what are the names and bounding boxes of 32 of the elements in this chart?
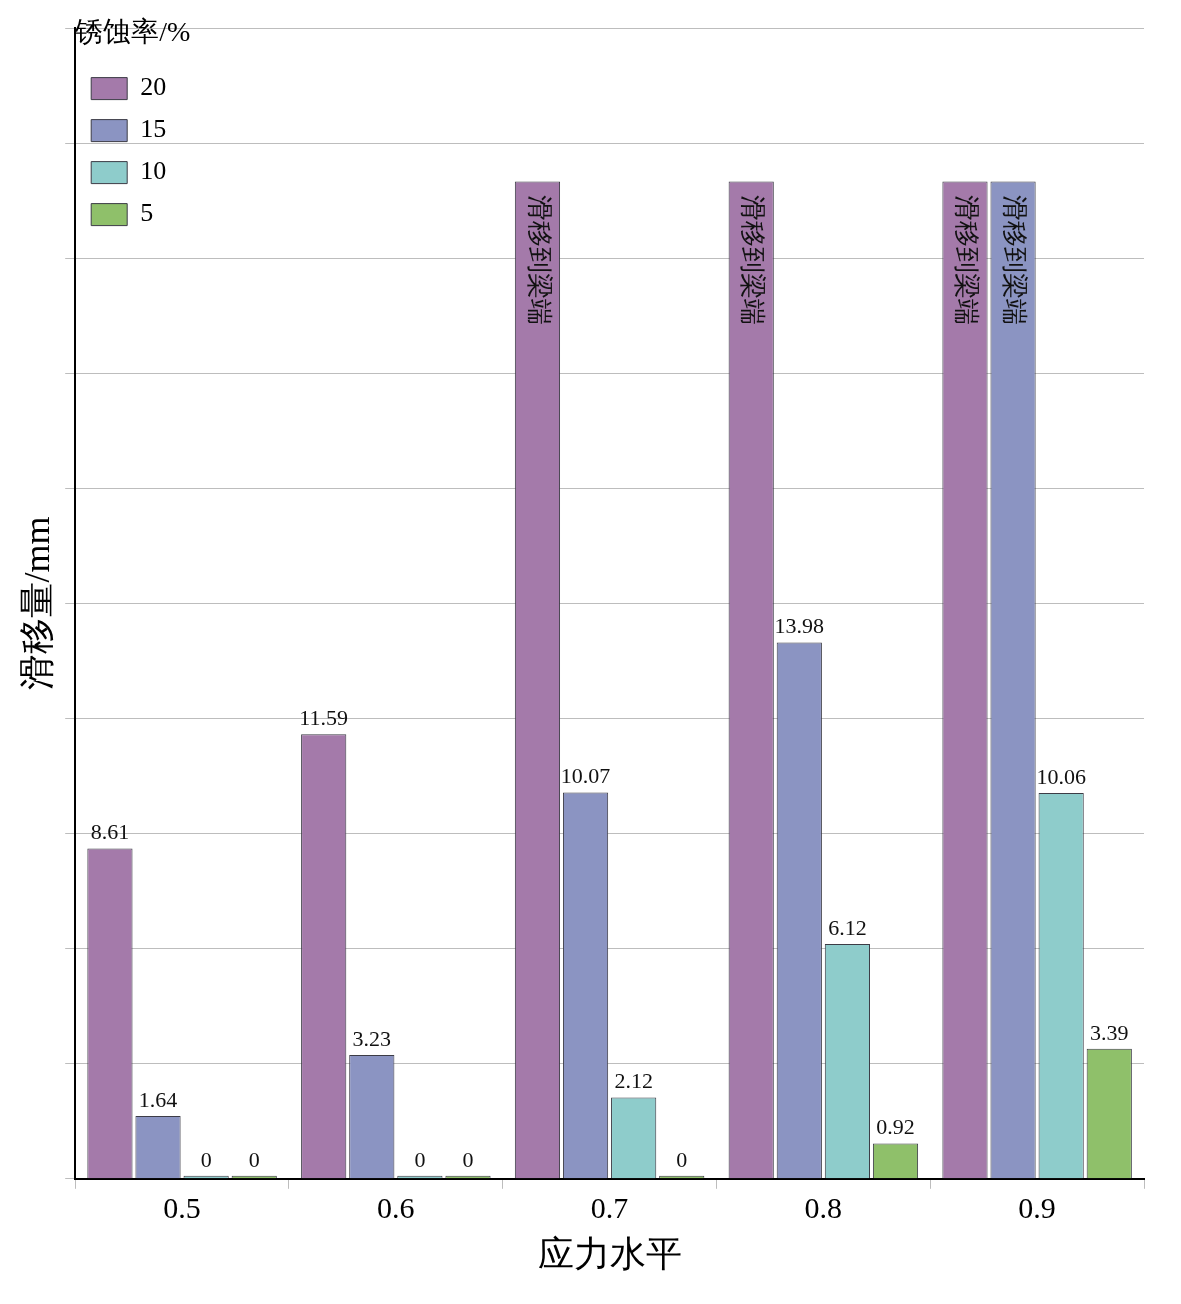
data-label: 滑移到梁端	[524, 195, 554, 326]
data-label: 3.39	[1090, 1019, 1129, 1045]
data-label: 13.98	[774, 613, 825, 639]
data-label: 0	[462, 1146, 474, 1172]
legend-label: 20	[140, 72, 167, 102]
x-tick-label: 0.7	[590, 1190, 629, 1224]
data-label: 2.12	[614, 1068, 653, 1094]
data-label: 0	[248, 1146, 260, 1172]
x-tick-label: 0.6	[377, 1190, 415, 1224]
data-label: 0	[676, 1146, 688, 1172]
data-label: 滑移到梁端	[738, 195, 768, 326]
data-label: 0.92	[876, 1114, 915, 1140]
x-tick-label: 0.5	[163, 1190, 201, 1224]
data-label: 滑移到梁端	[952, 195, 982, 326]
data-label: 6.12	[828, 914, 867, 940]
legend-label: 5	[140, 198, 154, 228]
data-label: 3.23	[352, 1025, 392, 1051]
data-label: 10.07	[560, 763, 611, 789]
legend-label: 10	[140, 156, 167, 186]
data-label: 滑移到梁端	[1000, 195, 1030, 326]
x-tick-label: 0.9	[1018, 1190, 1056, 1224]
x-axis-title: 应力水平	[537, 1233, 682, 1274]
data-label: 10.06	[1036, 763, 1086, 789]
data-label: 1.64	[138, 1086, 178, 1112]
legend-label: 15	[140, 114, 167, 144]
legend-title: 锈蚀率/%	[74, 16, 191, 48]
data-label: 0	[200, 1146, 212, 1172]
data-label: 0	[414, 1146, 426, 1172]
data-label: 8.61	[90, 819, 130, 845]
x-tick-label: 0.8	[804, 1190, 843, 1224]
data-label: 11.59	[299, 704, 349, 730]
y-axis-title: 滑移量/mm	[17, 516, 58, 691]
